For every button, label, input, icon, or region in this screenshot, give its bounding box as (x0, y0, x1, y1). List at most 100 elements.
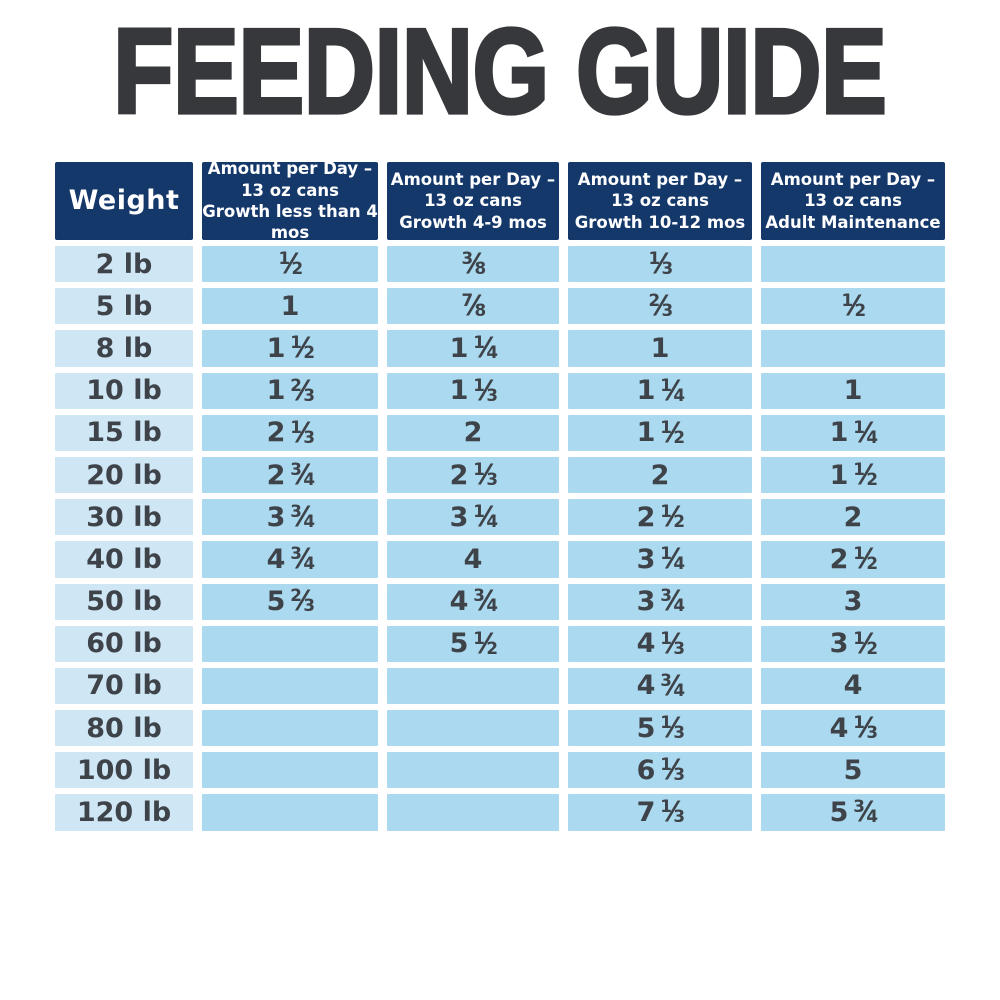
fraction-value: 1⁄2 (660, 416, 685, 449)
amount-cell: 5 2⁄3 (202, 583, 378, 620)
amount-cell: 4 3⁄4 (568, 667, 752, 705)
amount-cell: 1 (202, 288, 378, 325)
amount-cell (387, 794, 559, 831)
amount-cell: 2 (387, 414, 559, 451)
fraction-value: 1⁄3 (660, 627, 685, 660)
fraction-value: 1⁄3 (473, 458, 498, 492)
fraction-value: 1⁄3 (290, 416, 315, 449)
fraction-value: 1⁄2 (290, 332, 315, 365)
amount-cell: 3 (761, 583, 945, 620)
whole-value: 4 (829, 712, 849, 744)
whole-value: 5 (636, 712, 656, 744)
fraction-value: 1⁄2 (660, 501, 685, 534)
whole-value: 5 (843, 754, 863, 786)
amount-cell (761, 330, 945, 367)
fraction-value: 1⁄3 (853, 712, 878, 745)
whole-value: 4 (636, 670, 656, 702)
amount-cell: 4 3⁄4 (387, 583, 559, 620)
amount-cell: 3⁄8 (387, 246, 559, 283)
amount-cell: 1⁄2 (761, 288, 945, 325)
header-line: Growth less than 4 mos (202, 202, 378, 243)
weight-cell: 60 lb (55, 625, 193, 662)
fraction-value: 7⁄8 (461, 290, 486, 323)
amount-cell: 5 1⁄2 (387, 625, 559, 662)
whole-value: 5 (829, 797, 849, 829)
amount-cell: 2 1⁄2 (761, 541, 945, 578)
fraction-value: 1⁄3 (648, 247, 673, 281)
weight-cell: 50 lb (55, 583, 193, 620)
amount-cell: 3 1⁄4 (568, 541, 752, 578)
header-line: Amount per Day – (770, 169, 936, 189)
amount-cell: 1 1⁄4 (387, 330, 559, 367)
fraction-value: 1⁄2 (853, 458, 878, 492)
whole-value: 1 (636, 417, 656, 449)
header-adult-maintenance: Amount per Day – 13 oz cans Adult Mainte… (761, 162, 945, 240)
fraction-value: 3⁄8 (461, 247, 486, 281)
fraction-value: 1⁄4 (473, 501, 498, 534)
whole-value: 2 (636, 501, 656, 533)
page-title: FEEDING GUIDE (112, 3, 889, 139)
weight-cell: 40 lb (55, 541, 193, 578)
weight-cell: 8 lb (55, 330, 193, 367)
whole-value: 2 (449, 459, 469, 491)
header-line: Amount per Day – (207, 159, 373, 179)
fraction-value: 1⁄4 (660, 374, 685, 407)
amount-cell: 4 (387, 541, 559, 578)
fraction-value: 1⁄2 (841, 290, 866, 323)
header-line: 13 oz cans (611, 191, 709, 211)
whole-value: 4 (266, 543, 286, 575)
amount-cell (387, 667, 559, 705)
amount-cell: 1 1⁄3 (387, 372, 559, 409)
amount-cell (202, 667, 378, 705)
whole-value: 1 (280, 290, 300, 322)
whole-value: 2 (843, 501, 863, 533)
whole-value: 1 (449, 375, 469, 407)
amount-cell: 6 1⁄3 (568, 752, 752, 789)
amount-cell: 3 1⁄4 (387, 499, 559, 536)
amount-cell: 5 1⁄3 (568, 710, 752, 747)
fraction-value: 1⁄3 (473, 374, 498, 407)
amount-cell: 5 (761, 752, 945, 789)
whole-value: 2 (463, 417, 483, 449)
header-growth-4-9-mos: Amount per Day – 13 oz cans Growth 4-9 m… (387, 162, 559, 240)
header-line: Growth 4-9 mos (399, 212, 547, 232)
fraction-value: 1⁄2 (278, 247, 303, 281)
amount-cell: 5 3⁄4 (761, 794, 945, 831)
amount-cell: 2 1⁄3 (202, 414, 378, 451)
amount-cell: 2⁄3 (568, 288, 752, 325)
weight-cell: 120 lb (55, 794, 193, 831)
weight-cell: 2 lb (55, 246, 193, 283)
whole-value: 1 (843, 375, 863, 407)
whole-value: 4 (463, 543, 483, 575)
amount-cell: 7 1⁄3 (568, 794, 752, 831)
amount-cell: 2 (568, 456, 752, 494)
amount-cell: 1 1⁄2 (568, 414, 752, 451)
header-line: Amount per Day – (390, 169, 556, 189)
fraction-value: 3⁄4 (290, 501, 315, 534)
amount-cell: 1 1⁄4 (568, 372, 752, 409)
amount-cell (202, 710, 378, 747)
amount-cell (202, 794, 378, 831)
amount-cell (761, 246, 945, 283)
fraction-value: 1⁄2 (853, 543, 878, 576)
amount-cell: 3 3⁄4 (202, 499, 378, 536)
whole-value: 1 (650, 332, 670, 364)
amount-cell: 1 (761, 372, 945, 409)
fraction-value: 1⁄2 (853, 627, 878, 660)
whole-value: 1 (266, 332, 286, 364)
weight-cell: 70 lb (55, 667, 193, 705)
header-line: 13 oz cans (804, 191, 902, 211)
header-weight: Weight (55, 162, 193, 240)
amount-cell: 2 1⁄3 (387, 456, 559, 494)
fraction-value: 1⁄4 (660, 543, 685, 576)
amount-cell (387, 710, 559, 747)
header-line: Amount per Day – (577, 169, 743, 189)
amount-cell: 3 3⁄4 (568, 583, 752, 620)
whole-value: 7 (636, 797, 656, 829)
fraction-value: 3⁄4 (473, 585, 498, 618)
header-line: Growth 10-12 mos (574, 212, 746, 232)
amount-cell (202, 752, 378, 789)
amount-cell: 2 3⁄4 (202, 456, 378, 494)
amount-cell: 7⁄8 (387, 288, 559, 325)
fraction-value: 2⁄3 (648, 290, 673, 323)
